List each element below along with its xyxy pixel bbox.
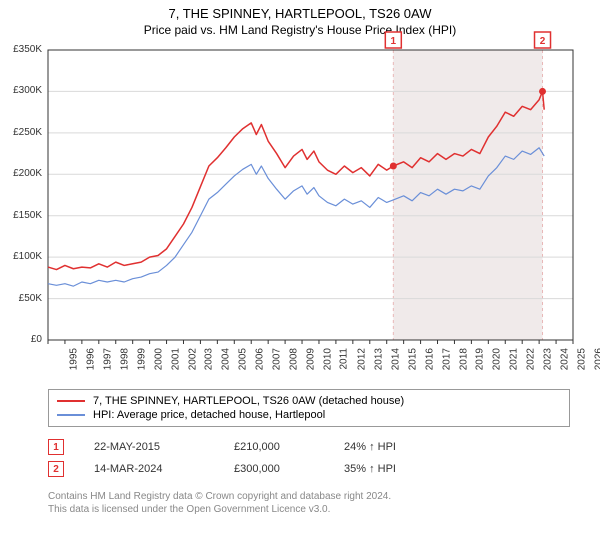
x-tick-label: 2005 xyxy=(238,348,249,370)
sale-price-1: £210,000 xyxy=(234,441,314,453)
legend-swatch-property xyxy=(57,400,85,402)
y-tick-label: £100K xyxy=(2,251,42,262)
legend-item-hpi: HPI: Average price, detached house, Hart… xyxy=(57,408,561,422)
x-tick-label: 2026 xyxy=(593,348,600,370)
x-tick-label: 1999 xyxy=(136,348,147,370)
x-tick-label: 1998 xyxy=(119,348,130,370)
x-tick-label: 2025 xyxy=(576,348,587,370)
svg-text:2: 2 xyxy=(540,36,546,47)
x-tick-label: 2018 xyxy=(458,348,469,370)
attribution-line2: This data is licensed under the Open Gov… xyxy=(48,503,570,516)
legend-swatch-hpi xyxy=(57,414,85,416)
x-tick-label: 2017 xyxy=(441,348,452,370)
sale-pct-1: 24% ↑ HPI xyxy=(344,441,434,453)
x-tick-label: 2010 xyxy=(322,348,333,370)
price-chart: 12 xyxy=(0,0,600,402)
sale-date-2: 14-MAR-2024 xyxy=(94,463,204,475)
x-tick-label: 2013 xyxy=(373,348,384,370)
x-tick-label: 1996 xyxy=(85,348,96,370)
x-tick-label: 2007 xyxy=(271,348,282,370)
x-tick-label: 2003 xyxy=(204,348,215,370)
y-tick-label: £0 xyxy=(2,334,42,345)
sale-marker-2: 2 xyxy=(48,461,64,477)
attribution: Contains HM Land Registry data © Crown c… xyxy=(48,490,570,516)
legend-item-property: 7, THE SPINNEY, HARTLEPOOL, TS26 0AW (de… xyxy=(57,394,561,408)
x-tick-label: 2024 xyxy=(559,348,570,370)
x-tick-label: 2004 xyxy=(221,348,232,370)
x-tick-label: 1995 xyxy=(68,348,79,370)
x-tick-label: 2000 xyxy=(153,348,164,370)
y-tick-label: £200K xyxy=(2,168,42,179)
x-tick-label: 2001 xyxy=(170,348,181,370)
x-tick-label: 2012 xyxy=(356,348,367,370)
chart-container: 7, THE SPINNEY, HARTLEPOOL, TS26 0AW Pri… xyxy=(0,0,600,560)
x-tick-label: 2016 xyxy=(424,348,435,370)
sale-marker-1: 1 xyxy=(48,439,64,455)
sales-table: 1 22-MAY-2015 £210,000 24% ↑ HPI 2 14-MA… xyxy=(48,436,570,480)
x-tick-label: 2006 xyxy=(255,348,266,370)
y-tick-label: £250K xyxy=(2,127,42,138)
x-tick-label: 2009 xyxy=(305,348,316,370)
x-tick-label: 2023 xyxy=(542,348,553,370)
x-tick-label: 2014 xyxy=(390,348,401,370)
y-tick-label: £50K xyxy=(2,293,42,304)
x-tick-label: 2020 xyxy=(492,348,503,370)
legend: 7, THE SPINNEY, HARTLEPOOL, TS26 0AW (de… xyxy=(48,389,570,427)
sales-row-2: 2 14-MAR-2024 £300,000 35% ↑ HPI xyxy=(48,458,570,480)
legend-label-hpi: HPI: Average price, detached house, Hart… xyxy=(93,409,325,421)
y-tick-label: £150K xyxy=(2,210,42,221)
attribution-line1: Contains HM Land Registry data © Crown c… xyxy=(48,490,570,503)
x-tick-label: 2008 xyxy=(288,348,299,370)
sales-row-1: 1 22-MAY-2015 £210,000 24% ↑ HPI xyxy=(48,436,570,458)
y-tick-label: £350K xyxy=(2,44,42,55)
x-tick-label: 2019 xyxy=(475,348,486,370)
x-tick-label: 1997 xyxy=(102,348,113,370)
y-tick-label: £300K xyxy=(2,85,42,96)
sale-pct-2: 35% ↑ HPI xyxy=(344,463,434,475)
x-tick-label: 2015 xyxy=(407,348,418,370)
legend-label-property: 7, THE SPINNEY, HARTLEPOOL, TS26 0AW (de… xyxy=(93,395,404,407)
x-tick-label: 2022 xyxy=(526,348,537,370)
sale-date-1: 22-MAY-2015 xyxy=(94,441,204,453)
sale-price-2: £300,000 xyxy=(234,463,314,475)
x-tick-label: 2002 xyxy=(187,348,198,370)
x-tick-label: 2011 xyxy=(338,348,349,370)
x-tick-label: 2021 xyxy=(509,348,520,370)
svg-text:1: 1 xyxy=(391,36,397,47)
